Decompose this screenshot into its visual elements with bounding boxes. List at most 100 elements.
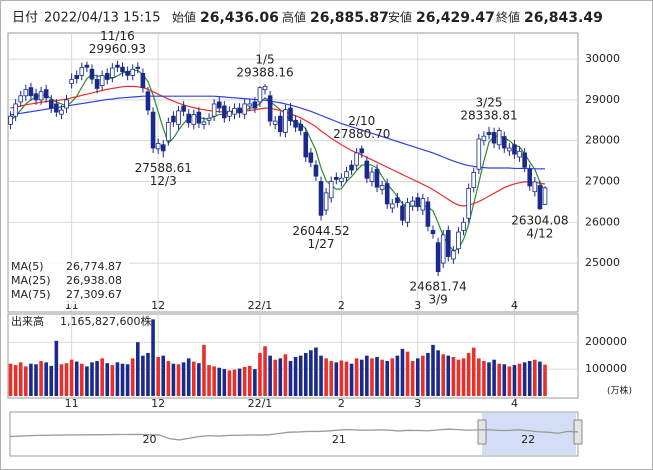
candle-body xyxy=(140,72,146,89)
volume-bar xyxy=(446,355,451,396)
legend-value: 27,309.67 xyxy=(66,288,122,301)
field-name: 高値 xyxy=(282,10,306,25)
y-tick-label: 30000 xyxy=(585,52,620,65)
volume-bar xyxy=(49,365,54,396)
volume-bar xyxy=(186,358,191,396)
volume-bar xyxy=(410,361,415,396)
y-tick-label: 29000 xyxy=(585,93,620,106)
annotation-date: 1/5 xyxy=(255,53,274,67)
volume-bar xyxy=(507,366,512,396)
volume-bar xyxy=(533,359,537,396)
candle-body xyxy=(308,152,314,163)
field-name: 始値 xyxy=(172,10,196,25)
volume-bar xyxy=(258,352,262,396)
x-tick-label: 4 xyxy=(511,397,518,410)
navigator-window[interactable] xyxy=(482,413,576,455)
annotation-value: 27588.61 xyxy=(135,161,192,175)
candle-body xyxy=(64,99,69,109)
volume-bar xyxy=(54,340,59,396)
candle-body xyxy=(354,152,359,166)
y-tick-label: 200000 xyxy=(585,335,627,348)
candle-body xyxy=(18,95,24,103)
volume-bar xyxy=(538,361,542,396)
volume-bar xyxy=(227,370,232,396)
candle-body xyxy=(344,171,349,178)
volume-bar xyxy=(298,355,303,396)
candle-body xyxy=(400,205,405,221)
volume-bar xyxy=(69,359,74,396)
candle-body xyxy=(313,164,319,177)
volume-bar xyxy=(115,362,120,396)
volume-bar xyxy=(344,361,349,396)
navigator-handle-left[interactable] xyxy=(477,419,487,445)
volume-bar xyxy=(400,348,405,396)
annotation-date: 4/12 xyxy=(526,226,553,240)
price-frame xyxy=(7,32,579,313)
candle-body xyxy=(395,197,400,204)
volume-bar xyxy=(146,352,150,396)
volume-bar xyxy=(385,361,390,396)
volume-bar xyxy=(471,347,476,396)
candle-body xyxy=(501,136,507,149)
candle-body xyxy=(84,64,90,68)
volume-bar xyxy=(105,363,110,396)
volume-unit: (万株) xyxy=(607,385,632,397)
candle-body xyxy=(445,230,451,257)
candle-body xyxy=(430,230,436,235)
volume-bar xyxy=(522,362,527,396)
legend-name: MA(75) xyxy=(11,288,51,301)
candle-body xyxy=(486,132,492,135)
volume-bar xyxy=(466,352,471,396)
candle-body xyxy=(532,181,538,193)
candle-body xyxy=(227,110,232,117)
annotation-value: 29960.93 xyxy=(89,42,146,56)
y-tick-label: 100000 xyxy=(585,362,627,375)
volume-bar xyxy=(273,359,278,396)
candle-body xyxy=(491,132,497,144)
candle-body xyxy=(8,115,13,125)
y-tick-label: 26000 xyxy=(585,215,620,228)
candle-body xyxy=(160,144,166,152)
candle-body xyxy=(384,183,390,205)
volume-bar xyxy=(415,358,420,396)
candle-body xyxy=(222,105,227,119)
volume-bar xyxy=(441,354,445,396)
candle-body xyxy=(54,103,59,113)
candle-body xyxy=(181,105,186,112)
candle-body xyxy=(517,150,522,158)
annotation-date: 3/9 xyxy=(428,293,447,307)
field-name: 終値 xyxy=(496,10,520,25)
volume-bar xyxy=(207,365,211,396)
x-tick-label: 22/1 xyxy=(248,299,273,312)
candle-body xyxy=(59,109,64,115)
candle-body xyxy=(389,203,395,209)
volume-bar xyxy=(253,369,257,396)
candle-body xyxy=(476,138,482,170)
field-value: 26,885.87 xyxy=(310,10,389,26)
volume-bar xyxy=(80,363,84,396)
volume-bar xyxy=(135,342,140,396)
volume-frame xyxy=(7,313,579,399)
volume-bar xyxy=(130,358,135,396)
volume-bar xyxy=(319,355,323,396)
candle-body xyxy=(278,115,283,133)
candle-body xyxy=(349,164,354,171)
candle-body xyxy=(542,187,548,205)
volume-bar xyxy=(8,363,13,396)
volume-bar xyxy=(247,365,252,396)
candle-body xyxy=(176,110,181,125)
volume-bar xyxy=(395,355,400,396)
volume-bar xyxy=(339,360,344,396)
candle-body xyxy=(369,171,375,182)
candle-body xyxy=(456,231,461,250)
candle-body xyxy=(130,68,136,76)
volume-bar xyxy=(24,366,28,396)
volume-label: 出来高 xyxy=(11,314,44,328)
volume-bar xyxy=(44,362,48,396)
candle-body xyxy=(298,123,303,131)
candle-body xyxy=(206,117,212,121)
volume-bar xyxy=(354,358,359,396)
candle-body xyxy=(196,111,202,124)
candle-body xyxy=(379,185,385,191)
candle-body xyxy=(425,201,431,227)
